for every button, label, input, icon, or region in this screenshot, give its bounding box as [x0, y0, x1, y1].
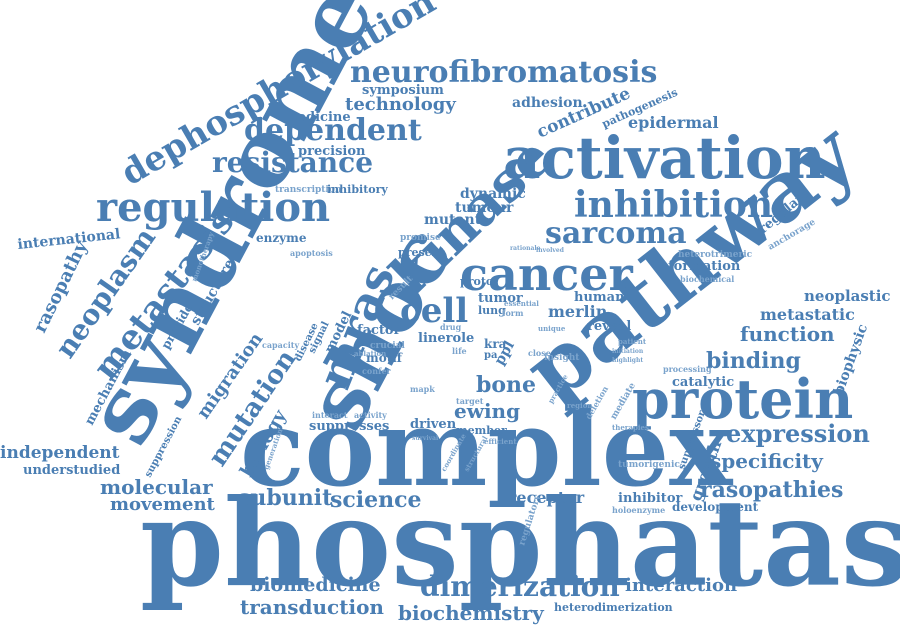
- word-movement: movement: [110, 494, 216, 515]
- word-catalytic: catalytic: [672, 375, 734, 390]
- word-enzyme: enzyme: [256, 231, 307, 245]
- word-precision: precision: [298, 144, 366, 159]
- word-unique: unique: [538, 324, 566, 333]
- word-sarcoma: sarcoma: [545, 216, 687, 251]
- word-apoptosis: apoptosis: [290, 248, 333, 258]
- word-development: development: [672, 500, 759, 514]
- word-epidermal: epidermal: [628, 113, 719, 132]
- word-understudied: understudied: [23, 463, 120, 478]
- word-driven: driven: [410, 417, 457, 432]
- word-proto: proto: [460, 275, 493, 288]
- word-linerole: linerole: [418, 331, 474, 346]
- word-specificity: specificity: [710, 449, 824, 473]
- word-function: function: [740, 322, 835, 346]
- word-inhibitory: inhibitory: [327, 183, 388, 196]
- word-biomedicine: biomedicine: [250, 574, 381, 596]
- word-processing: processing: [663, 364, 712, 374]
- word-activation: activation: [503, 124, 826, 192]
- word-tumor: tumor: [478, 291, 523, 306]
- word-regulation: regulation: [96, 184, 330, 231]
- word-involved: involved: [536, 247, 565, 254]
- word-merlin: merlin: [548, 302, 608, 321]
- word-drug: drug: [440, 322, 462, 332]
- word-initiation: initiation: [612, 348, 644, 355]
- word-therapies: therapies: [612, 423, 649, 432]
- word-expression: expression: [726, 419, 870, 448]
- word-insight: insight: [544, 353, 580, 363]
- word-dependent: dependent: [244, 113, 422, 148]
- word-motif: motif: [366, 351, 403, 365]
- word-factor: factor: [357, 323, 401, 338]
- word-holoenzyme: holoenzyme: [612, 505, 665, 515]
- word-reveal: reveal: [587, 319, 631, 334]
- word-present: present: [398, 246, 446, 259]
- word-transduction: transduction: [240, 595, 384, 619]
- word-target: target: [456, 396, 484, 406]
- word-biochemical: biochemical: [680, 274, 734, 284]
- word-science: science: [330, 487, 422, 513]
- word-lung: lung: [478, 304, 506, 317]
- word-tumour: tumour: [455, 200, 514, 216]
- word-crucial: crucial: [370, 341, 405, 351]
- word-tumorigenic: tumorigenic: [618, 460, 680, 470]
- word-capacity: capacity: [262, 340, 299, 350]
- word-medicine: medicine: [284, 110, 351, 125]
- word-binding: binding: [706, 348, 801, 374]
- word-suppresses: suppresses: [309, 419, 389, 434]
- word-molecular: molecular: [100, 475, 213, 499]
- word-heterodimerization: heterodimerization: [554, 601, 673, 614]
- word-mapk: mapk: [410, 384, 435, 394]
- word-patient: patient: [618, 337, 647, 346]
- word-adhesion: adhesion: [512, 95, 583, 111]
- word-resistance: resistance: [212, 146, 373, 179]
- word-neoplastic: neoplastic: [804, 287, 891, 305]
- word-confer: confer: [362, 366, 392, 376]
- word-region: region: [567, 401, 592, 410]
- word-life: life: [452, 346, 467, 356]
- word-technology: technology: [345, 94, 456, 115]
- word-subunit: subunit: [238, 485, 333, 511]
- word-independent: independent: [0, 443, 120, 463]
- word-ablation: ablation: [354, 349, 386, 358]
- word-ewing: ewing: [454, 399, 520, 423]
- word-close: close: [528, 348, 551, 358]
- word-pa: pa: [484, 350, 498, 361]
- word-human: human: [574, 290, 625, 305]
- word-formation: formation: [668, 259, 741, 274]
- word-inhibitor: inhibitor: [618, 491, 682, 506]
- word-cell: cell: [400, 291, 468, 331]
- word-dynamic: dynamic: [460, 186, 526, 202]
- word-dimerization: dimerization: [420, 570, 620, 603]
- word-rationale: rationale: [510, 245, 541, 252]
- word-metastatic: metastatic: [760, 305, 855, 324]
- word-complex: complex: [240, 385, 733, 510]
- word-activity: activity: [354, 410, 387, 420]
- word-biochemistry: biochemistry: [398, 601, 545, 625]
- word-heterotrimeric: heterotrimeric: [678, 250, 753, 260]
- word-rasopathies: rasopathies: [700, 477, 843, 503]
- word-receptor: receptor: [508, 488, 585, 507]
- word-promise: promise: [400, 233, 441, 243]
- word-interact: interact: [312, 410, 348, 420]
- word-essential: essential: [504, 299, 539, 308]
- word-member: member: [456, 424, 507, 437]
- word-transcription: transcription: [275, 185, 342, 195]
- word-form: form: [502, 308, 524, 318]
- word-kra: kra: [484, 337, 507, 351]
- word-inhibition: inhibition: [574, 184, 773, 226]
- word-protein: protein: [632, 367, 853, 431]
- word-interaction: interaction: [625, 575, 737, 596]
- word-phosphatase: phosphatase: [140, 473, 900, 614]
- word-efficient: efficient: [484, 437, 517, 446]
- word-cancer: cancer: [460, 247, 634, 301]
- word-neurofibromatosis: neurofibromatosis: [350, 55, 657, 90]
- word-highlight: highlight: [612, 357, 643, 364]
- word-bone: bone: [476, 372, 536, 398]
- word-survival: survival: [412, 435, 439, 442]
- word-symposium: symposium: [362, 83, 444, 98]
- word-mutant: mutant: [424, 212, 482, 228]
